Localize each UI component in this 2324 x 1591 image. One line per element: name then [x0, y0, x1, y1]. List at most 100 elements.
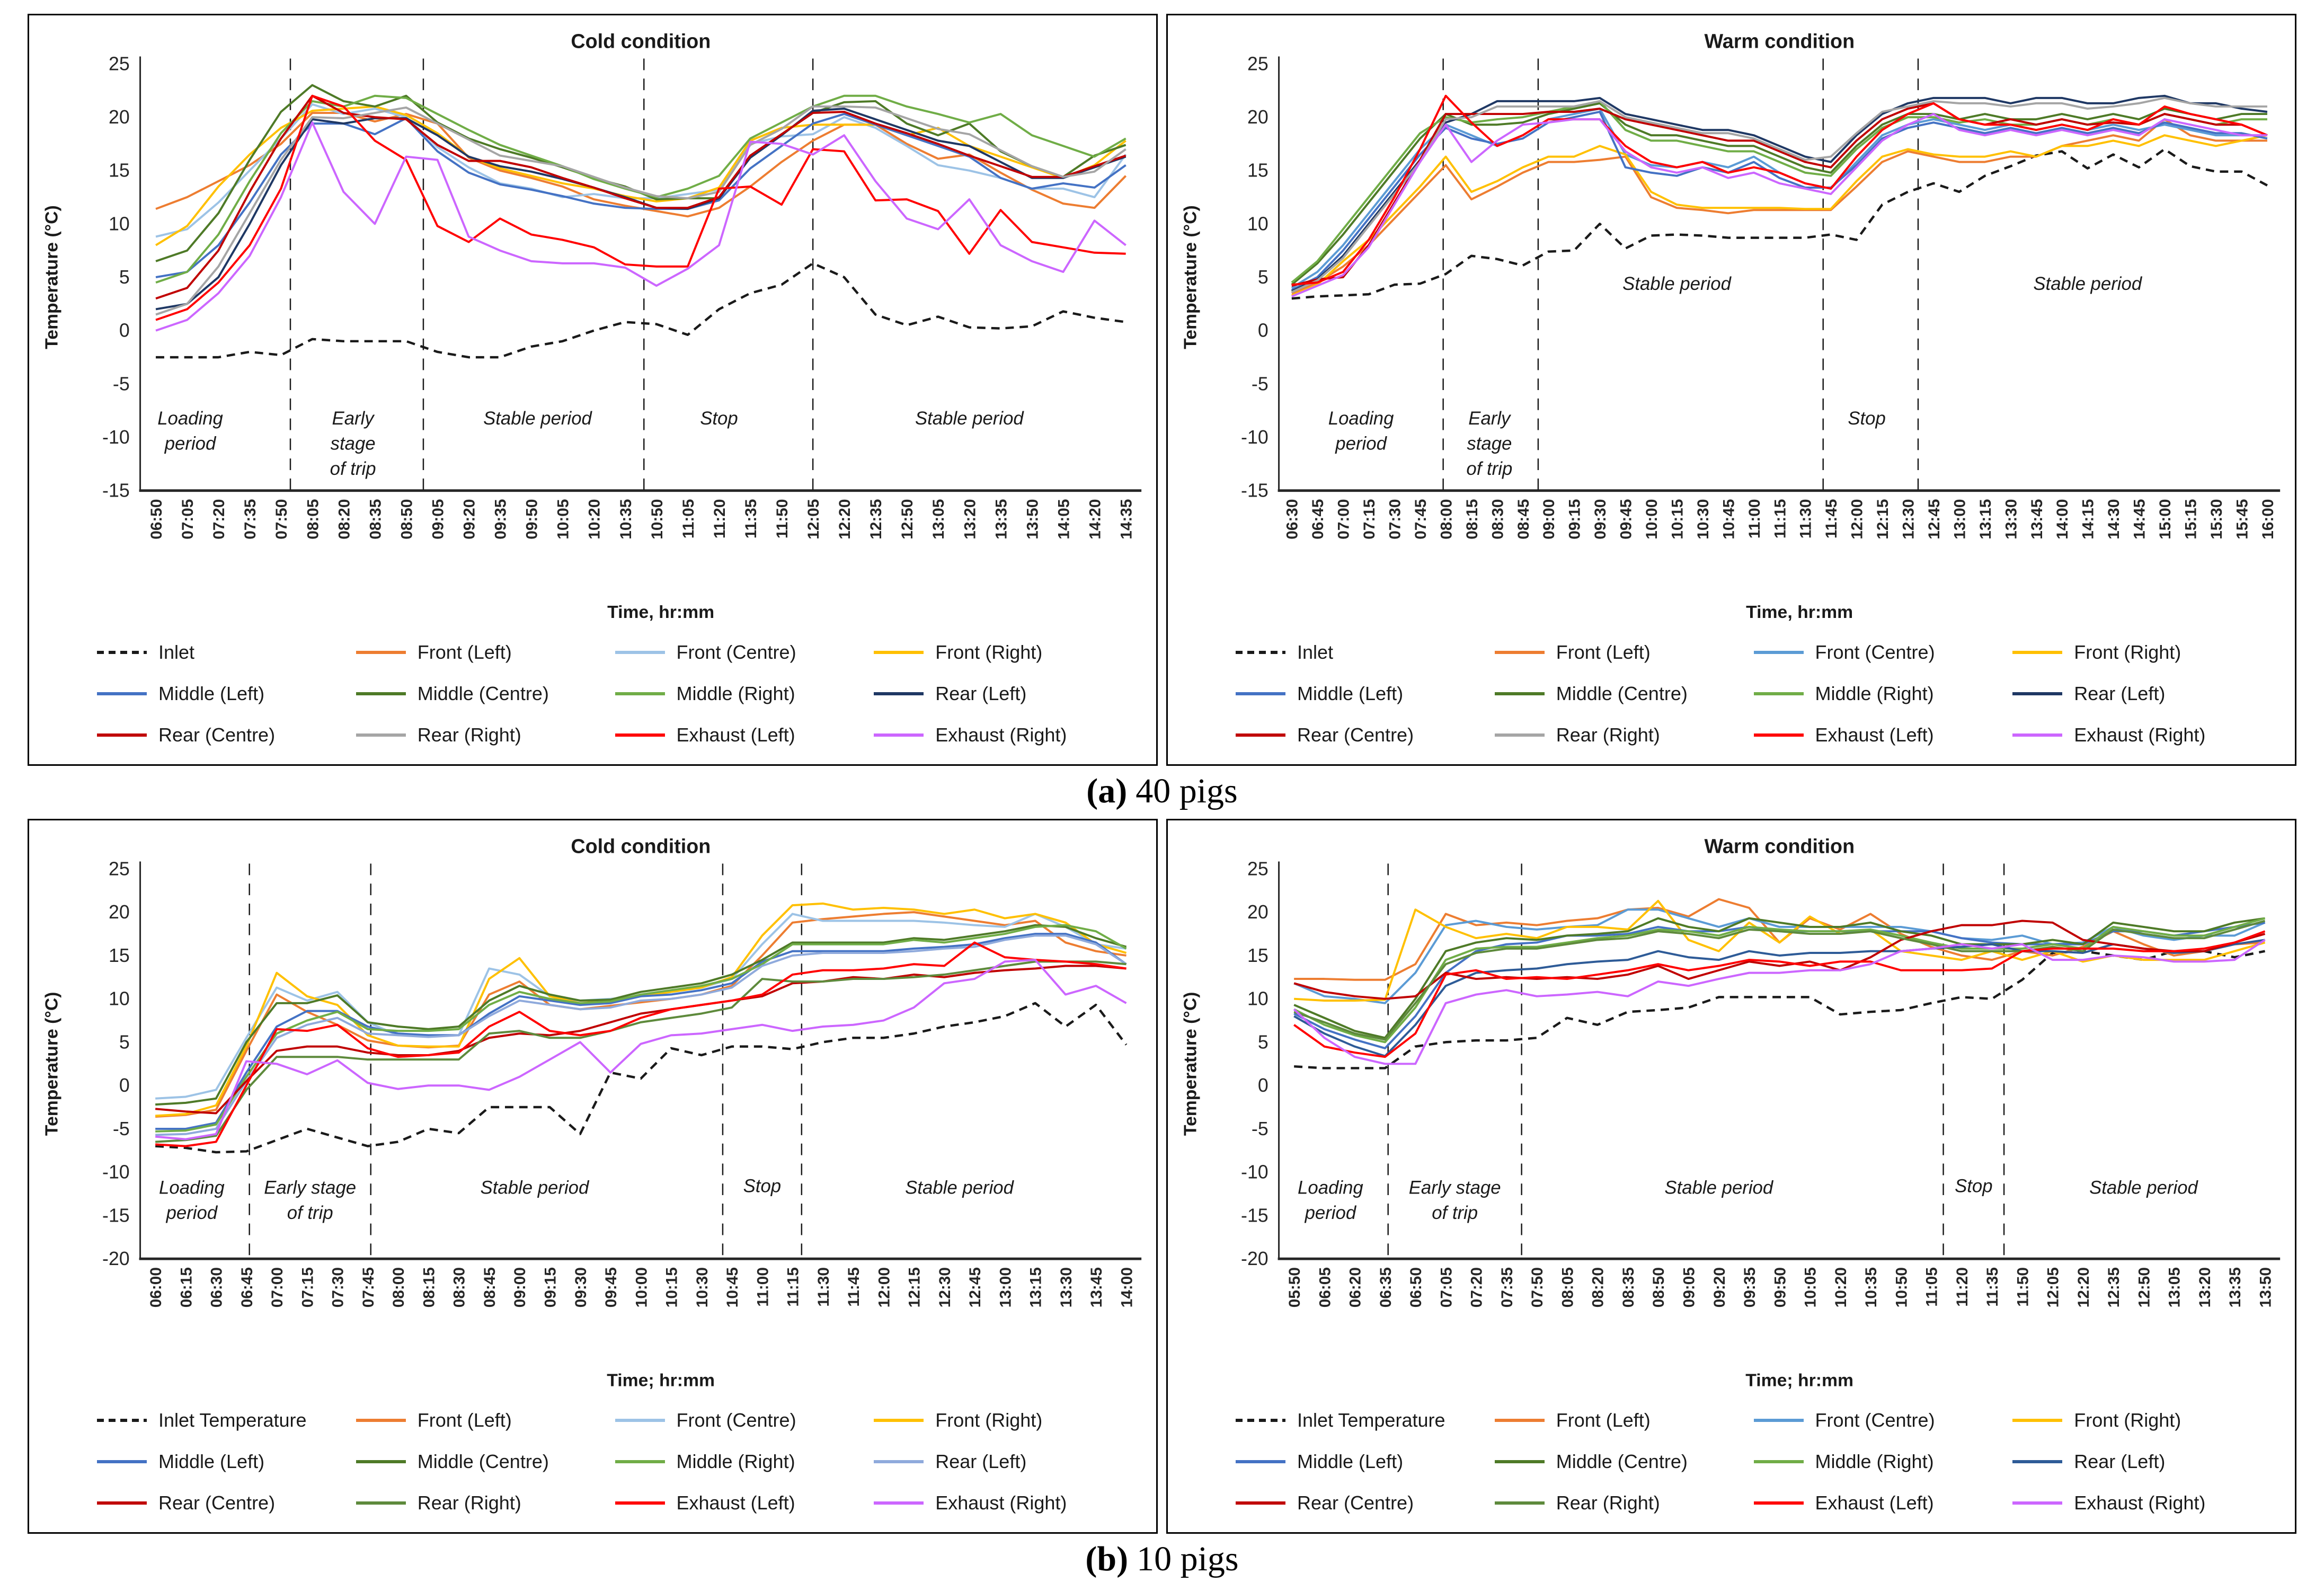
x-tick-label: 11:20: [711, 499, 729, 538]
legend-label: Front (Right): [935, 1409, 1043, 1431]
legend-swatch-line: [356, 650, 406, 654]
x-tick-label: 06:00: [147, 1267, 165, 1307]
series-line-exhaust-right: [155, 958, 1127, 1141]
y-tick-label: 0: [1258, 1075, 1269, 1096]
region-annotation: Stable period: [915, 409, 1024, 429]
x-tick-label: 06:05: [1316, 1267, 1334, 1307]
x-tick-label: 07:50: [1529, 1267, 1546, 1307]
legend-label: Front (Left): [417, 641, 512, 663]
y-tick-label: -15: [102, 480, 130, 501]
legend-swatch-line: [2012, 1501, 2063, 1505]
y-tick-label: -15: [1241, 1205, 1269, 1226]
chart-panel-warm-40: Warm condition 25 20 15 10 5 0 -5 -10 -15 Temperat…: [1166, 14, 2296, 766]
legend-item-middle-centre: Middle (Centre): [1494, 683, 1753, 705]
chart-legend-cold-40: Inlet Front (Left) Front (Centre) Front (Ri…: [32, 634, 1153, 762]
region-annotation: period: [1335, 434, 1387, 454]
x-tick-label: 11:45: [845, 1267, 863, 1307]
x-tick-label: 09:15: [1566, 499, 1584, 540]
region-annotation: stage: [331, 434, 376, 454]
legend-swatch-line: [1753, 650, 1804, 654]
legend-item-middle-centre: Middle (Centre): [355, 1451, 614, 1473]
y-axis-title: Temperature (°C): [1181, 992, 1201, 1136]
legend-label: Rear (Right): [1556, 723, 1660, 746]
x-tick-label: 12:45: [966, 1267, 984, 1307]
x-tick-label: 07:15: [1361, 499, 1378, 540]
legend-label: Middle (Centre): [417, 1451, 549, 1473]
legend-item-rear-right: Rear (Right): [355, 724, 614, 746]
x-tick-label: 14:45: [2131, 499, 2149, 540]
x-tick-label: 07:05: [1438, 1267, 1455, 1307]
legend-item-exhaust-left: Exhaust (Left): [1753, 724, 2012, 746]
x-tick-label: 11:30: [1797, 499, 1815, 538]
x-tick-label: 13:00: [997, 1267, 1014, 1307]
y-tick-label: 5: [119, 1031, 130, 1053]
x-tick-label: 09:35: [492, 499, 510, 540]
chart-panel-cold-40: Cold condition 25 20 15 10 5 0 -5 -10 -15 Temperat…: [28, 14, 1158, 766]
y-tick-label: 20: [109, 901, 130, 923]
legend-label: Middle (Left): [1297, 1451, 1404, 1473]
series-line-inlet-temperature: [1294, 950, 2265, 1069]
legend-label: Front (Left): [1556, 641, 1651, 663]
y-axis-title: Temperature (°C): [1181, 205, 1201, 349]
legend-swatch-line: [1236, 733, 1285, 737]
x-tick-label: 14:30: [2105, 499, 2123, 540]
legend-label: Front (Left): [1556, 1409, 1651, 1431]
x-tick-label: 05:50: [1286, 1267, 1303, 1307]
legend-swatch-line: [97, 1460, 147, 1464]
x-tick-label: 08:45: [481, 1267, 499, 1307]
legend-label: Middle (Right): [1815, 1451, 1934, 1473]
x-tick-label: 09:45: [602, 1267, 620, 1307]
x-axis-title: Time; hr:mm: [607, 1370, 715, 1390]
x-tick-label: 12:15: [906, 1267, 924, 1307]
x-tick-label: 09:20: [1711, 1267, 1728, 1307]
y-tick-label: 15: [1247, 160, 1269, 181]
legend-item-exhaust-left: Exhaust (Left): [614, 1492, 873, 1514]
series-line-inlet: [156, 262, 1126, 359]
region-annotation: of trip: [1432, 1203, 1478, 1223]
x-tick-label: 10:15: [1669, 499, 1686, 540]
y-tick-label: 0: [119, 320, 130, 341]
y-tick-label: 15: [109, 160, 130, 181]
y-tick-label: -10: [102, 427, 130, 448]
legend-label: Exhaust (Left): [1815, 723, 1934, 746]
legend-item-rear-centre: Rear (Centre): [96, 724, 355, 746]
legend-swatch-line: [874, 733, 924, 737]
x-tick-label: 14:00: [2054, 499, 2071, 540]
x-tick-label: 10:45: [724, 1267, 741, 1307]
x-tick-label: 12:45: [1926, 499, 1943, 540]
legend-swatch-line: [615, 733, 665, 737]
chart-title: Cold condition: [571, 835, 711, 857]
legend-swatch-line: [1236, 1501, 1285, 1505]
chart-canvas-cold-40: Cold condition 25 20 15 10 5 0 -5 -10 -15 Temperat…: [32, 21, 1153, 634]
legend-swatch-line: [356, 692, 406, 695]
series-line-middle-left: [155, 113, 1126, 279]
x-tick-label: 13:35: [992, 499, 1010, 540]
legend-swatch-line: [874, 1419, 924, 1422]
x-tick-label: 13:30: [2002, 499, 2020, 540]
legend-item-inlet-temperature: Inlet Temperature: [1235, 1409, 1494, 1431]
legend-item-middle-left: Middle (Left): [96, 683, 355, 705]
x-tick-label: 08:15: [420, 1267, 438, 1307]
x-tick-label: 10:05: [555, 499, 572, 540]
x-tick-label: 12:30: [936, 1267, 954, 1307]
legend-swatch-line: [1494, 1460, 1545, 1464]
x-tick-label: 10:35: [1862, 1267, 1880, 1307]
legend-swatch-line: [874, 1460, 924, 1464]
x-tick-label: 07:00: [1335, 499, 1353, 540]
x-tick-label: 09:50: [524, 499, 541, 540]
x-tick-label: 12:35: [2105, 1267, 2123, 1307]
x-tick-label: 10:35: [617, 499, 635, 540]
region-annotation: Stable period: [2033, 274, 2142, 294]
legend-item-rear-left: Rear (Left): [873, 683, 1132, 705]
series-line-middle-left: [1291, 110, 2268, 291]
legend-item-middle-right: Middle (Right): [1753, 683, 2012, 705]
x-tick-label: 15:00: [2157, 499, 2174, 540]
legend-label: Inlet: [158, 641, 195, 663]
legend-item-inlet: Inlet: [1235, 641, 1494, 664]
x-tick-label: 08:05: [304, 499, 322, 540]
x-tick-label: 15:30: [2208, 499, 2225, 540]
region-annotation: Stable period: [905, 1178, 1014, 1198]
x-axis-title: Time, hr:mm: [1746, 602, 1853, 622]
legend-label: Rear (Centre): [1297, 723, 1414, 746]
y-tick-label: -20: [1241, 1248, 1269, 1269]
